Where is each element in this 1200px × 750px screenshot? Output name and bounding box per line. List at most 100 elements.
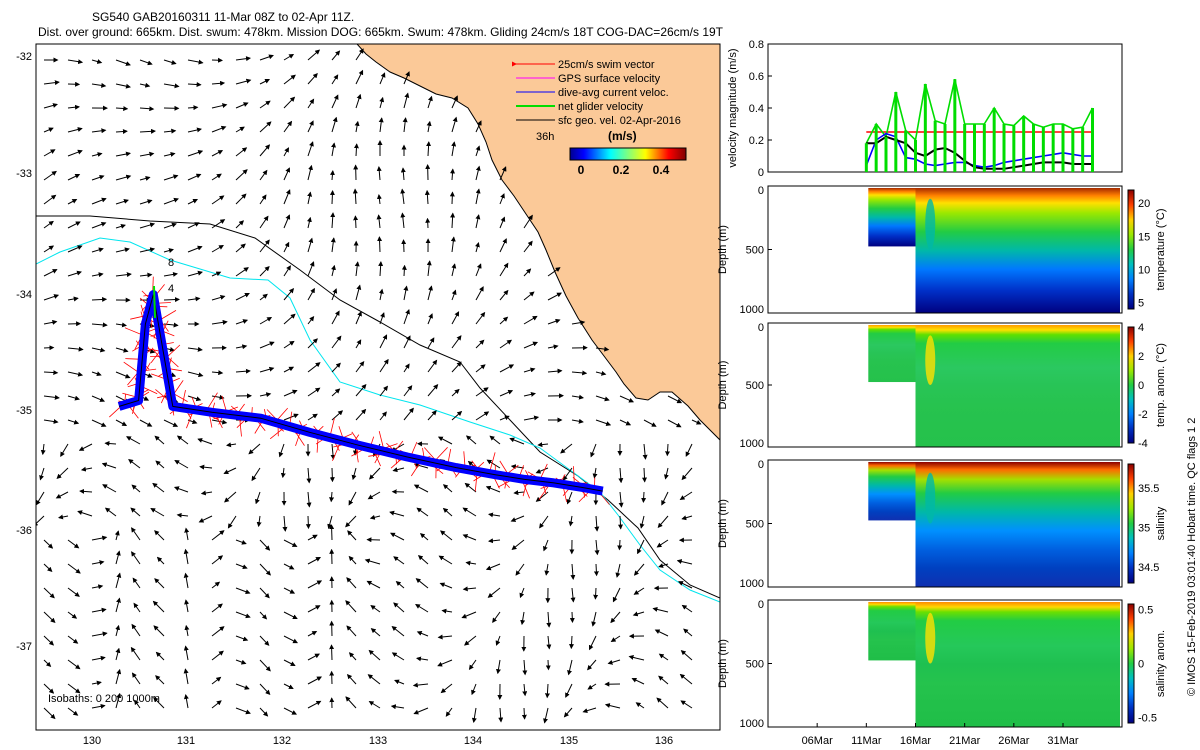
colorbar-tick: 20 xyxy=(1138,198,1150,210)
velocity-arrow xyxy=(283,214,291,229)
colorbar-tick-02: 0.2 xyxy=(613,163,630,177)
velocity-arrow xyxy=(139,59,153,66)
velocity-arrow xyxy=(211,173,222,181)
velocity-arrow xyxy=(223,467,237,475)
time-axis: 06Mar 11Mar 16Mar 21Mar 26Mar 31Mar xyxy=(802,723,1079,747)
velocity-arrow xyxy=(115,322,127,328)
y-tick: -34 xyxy=(16,289,32,301)
velocity-arrow xyxy=(131,672,141,685)
velocity-arrow xyxy=(283,288,295,301)
velocity-arrow xyxy=(618,467,624,484)
velocity-arrow xyxy=(259,366,275,373)
velocity-arrow xyxy=(102,484,117,493)
velocity-arrow xyxy=(43,394,60,400)
velocity-arrow xyxy=(235,587,251,595)
velocity-arrow xyxy=(139,247,156,253)
velocity-arrow xyxy=(403,335,411,349)
velocity-arrow xyxy=(174,459,189,469)
velocity-arrow xyxy=(282,515,288,532)
velocity-arrow xyxy=(173,486,189,493)
velocity-arrow xyxy=(679,491,693,501)
isobath-note: Isobaths: 0 200 1000m xyxy=(48,693,160,705)
depth-tick-label: 1000 xyxy=(740,304,764,316)
velocity-arrow xyxy=(43,611,56,623)
velocity-arrow xyxy=(523,391,536,397)
velocity-arrow xyxy=(568,515,574,527)
velocity-arrow xyxy=(91,607,107,613)
colorbar-title: (m/s) xyxy=(608,129,637,143)
velocity-arrow xyxy=(154,578,165,589)
velocity-arrow xyxy=(154,435,165,445)
velocity-arrow xyxy=(280,467,286,479)
velocity-arrow xyxy=(36,515,45,527)
velocity-arrow xyxy=(39,467,45,481)
velocity-arrow xyxy=(379,385,389,397)
velocity-arrow xyxy=(400,188,406,205)
velocity-arrow xyxy=(499,415,510,421)
velocity-arrow xyxy=(227,515,237,529)
velocity-arrow xyxy=(307,605,321,613)
legend-dive-avg: dive-avg current veloc. xyxy=(558,87,669,99)
velocity-arrow xyxy=(67,611,78,619)
velocity-arrow xyxy=(641,491,647,503)
velocity-arrow xyxy=(331,362,341,373)
velocity-arrow xyxy=(393,556,405,565)
velocity-arrow xyxy=(376,194,382,205)
velocity-arrow xyxy=(259,659,271,672)
velocity-arrow xyxy=(67,59,84,65)
velocity-arrow xyxy=(43,220,54,229)
velocity-arrow xyxy=(451,335,462,349)
velocity-arrow xyxy=(43,563,53,572)
velocity-arrow xyxy=(402,117,408,133)
velocity-arrow xyxy=(67,199,78,205)
velocity-arrow xyxy=(652,607,669,613)
velocity-arrow xyxy=(510,515,525,522)
colorbar-tick: -2 xyxy=(1138,409,1148,421)
velocity-arrow xyxy=(485,563,501,571)
velocity-arrow xyxy=(427,359,438,373)
y-tick: -37 xyxy=(16,641,32,653)
velocity-arrow xyxy=(355,69,364,85)
velocity-arrow xyxy=(591,611,597,627)
velocity-arrow xyxy=(36,491,45,506)
velocity-arrow xyxy=(283,241,290,253)
velocity-arrow xyxy=(519,587,525,599)
colorbar-tick: -4 xyxy=(1138,438,1148,450)
velocity-arrow xyxy=(235,368,251,374)
velocity-arrow xyxy=(211,150,224,157)
heatmap-colorbar xyxy=(1127,189,1135,310)
velocity-arrow xyxy=(67,707,79,716)
velocity-arrow xyxy=(163,222,177,229)
velocity-arrow xyxy=(364,558,381,565)
y-tick: -35 xyxy=(16,405,32,417)
velocity-arrow xyxy=(80,466,93,472)
colorbar-tick: 4 xyxy=(1138,322,1144,334)
depth-axis-label: Depth (m) xyxy=(717,499,729,548)
velocity-arrow xyxy=(331,264,336,277)
velocity-arrow xyxy=(471,683,477,696)
velocity-arrow xyxy=(656,539,669,548)
velocity-arrow xyxy=(307,653,320,661)
velocity-arrow xyxy=(307,237,314,253)
surface-velocity-vectors xyxy=(36,48,702,724)
colorbar-tick: 2 xyxy=(1138,351,1144,363)
velocity-arrow xyxy=(278,443,285,458)
velocity-arrow xyxy=(403,92,410,109)
depth-tick-label: 1000 xyxy=(740,438,764,450)
velocity-arrow xyxy=(571,320,586,326)
velocity-arrow xyxy=(419,533,429,541)
velocity-arrow xyxy=(43,707,56,720)
velocity-arrow xyxy=(415,603,429,613)
velocity-arrow xyxy=(211,530,225,541)
velocity-arrow xyxy=(427,384,439,397)
velocity-arrow xyxy=(426,120,432,133)
eddy-feature xyxy=(925,612,936,664)
velocity-arrow xyxy=(259,392,272,398)
glider-track-centerline xyxy=(118,294,603,492)
velocity-arrow xyxy=(544,563,550,576)
velocity-arrow xyxy=(379,358,389,373)
velocity-arrow xyxy=(67,149,83,157)
heatmap-shallow-dives xyxy=(868,188,916,247)
velocity-arrow xyxy=(55,491,69,499)
